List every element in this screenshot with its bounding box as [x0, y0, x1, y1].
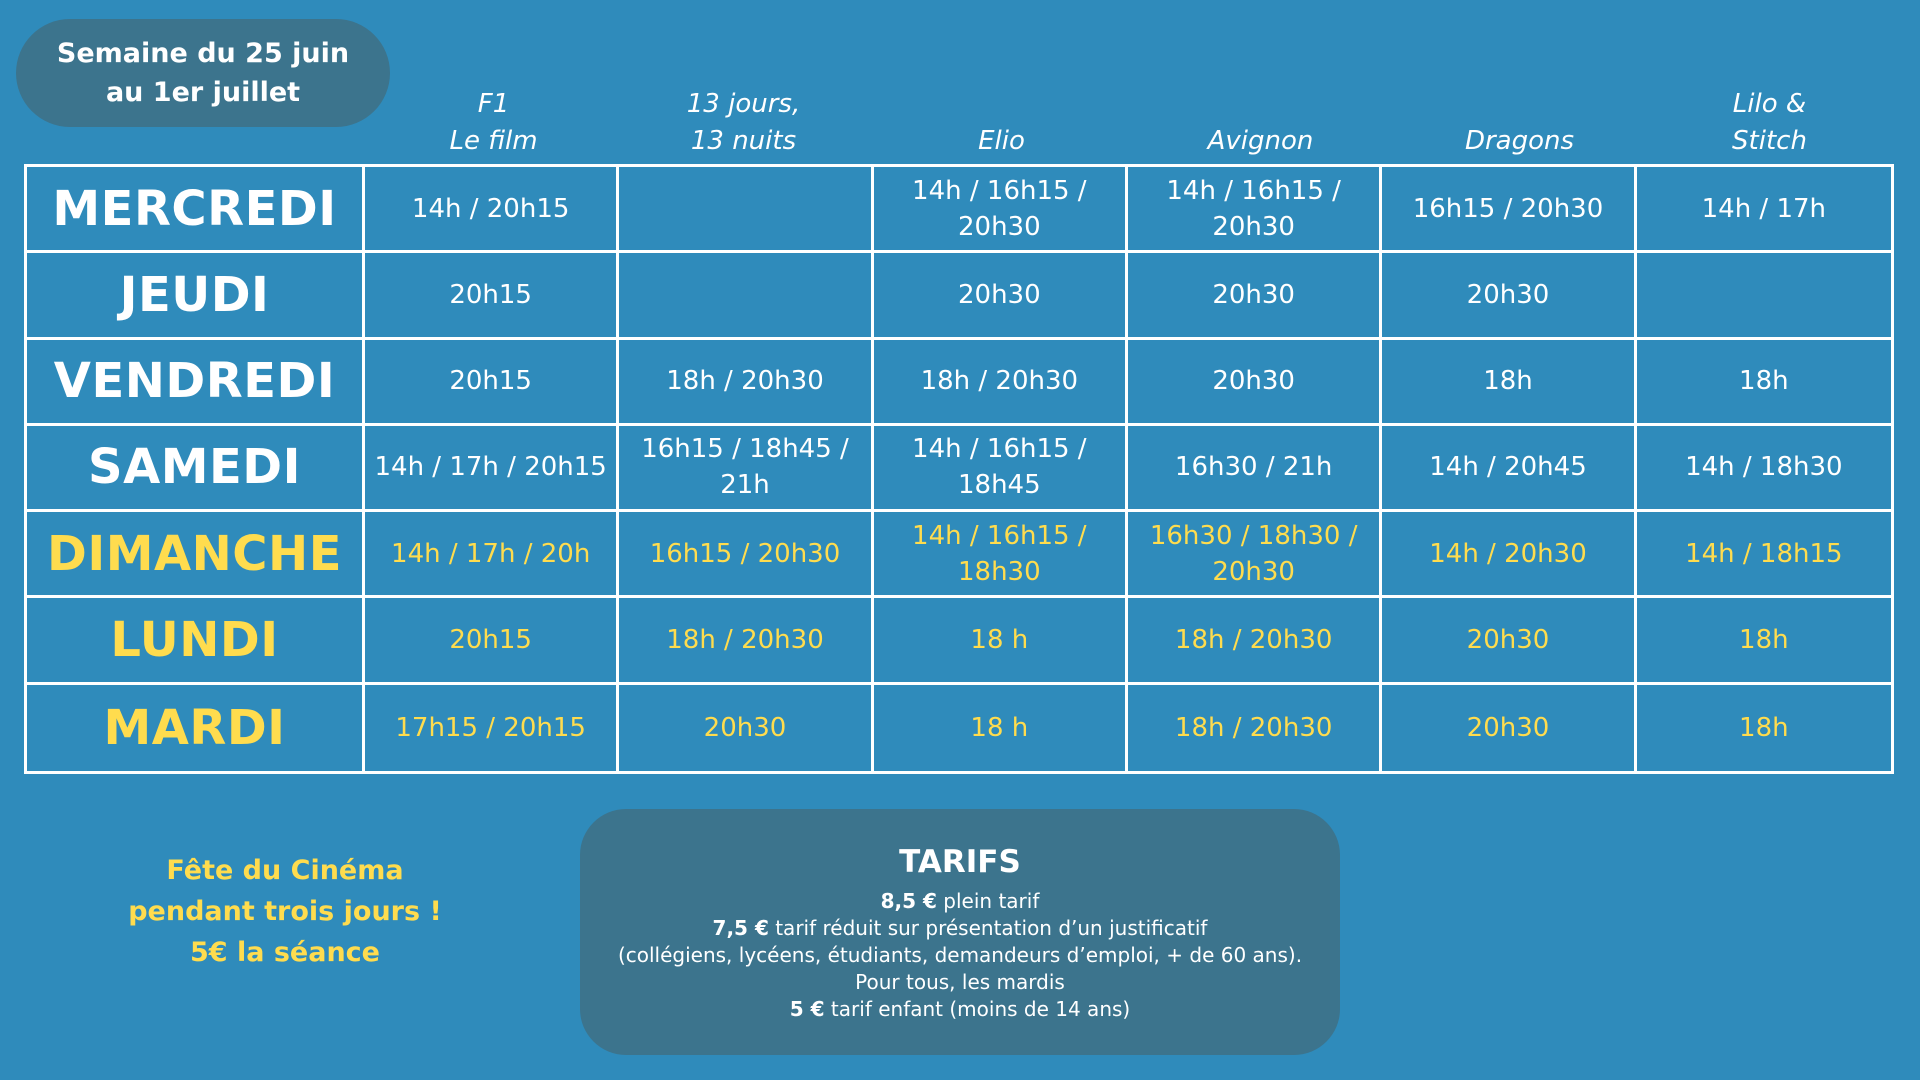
day-label-samedi: SAMEDI	[27, 425, 365, 513]
tarif-plein: 8,5 € plein tarif	[881, 888, 1040, 915]
showtime-cell: 16h30 / 21h	[1127, 425, 1383, 513]
tarif-reduit-price: 7,5 €	[712, 915, 769, 940]
film-header-line-2: Elio	[978, 126, 1025, 156]
tarif-reduit: 7,5 € tarif réduit sur présentation d’un…	[713, 915, 1208, 942]
tarif-enfant: 5 € tarif enfant (moins de 14 ans)	[790, 996, 1130, 1023]
showtime-cell: 14h / 20h15	[365, 167, 620, 254]
showtime-cell: 18 h	[874, 684, 1128, 771]
film-header-line-1: Lilo &	[1732, 89, 1807, 119]
showtime-cell: 20h30	[1127, 253, 1383, 340]
showtime-cell: 16h15 / 20h30	[1382, 167, 1637, 254]
showtime-cell: 16h15 / 20h30	[619, 512, 874, 599]
showtime-cell: 20h15	[365, 598, 620, 685]
showtime-cell: 18h / 20h30	[873, 339, 1128, 426]
showtime-cell: 14h / 18h15	[1636, 512, 1891, 599]
showtime-cell: 14h / 17h / 20h15	[365, 425, 620, 513]
day-label-mardi: MARDI	[27, 684, 365, 771]
film-header-13-jours: 13 jours, 13 nuits	[640, 60, 847, 160]
showtime-cell: 14h / 18h30	[1636, 426, 1891, 513]
fete-line-1: Fête du Cinéma	[166, 855, 404, 886]
tarif-reduit-detail: (collégiens, lycéens, étudiants, demande…	[617, 942, 1303, 994]
showtime-cell: 18h / 20h30	[619, 339, 874, 426]
film-header-line-2: 13 nuits	[690, 126, 797, 156]
showtime-cell: 16h15 / 18h45 / 21h	[619, 425, 874, 513]
fete-du-cinema-notice: Fête du Cinéma pendant trois jours ! 5€ …	[110, 850, 460, 973]
showtime-cell: 14h / 20h30	[1382, 512, 1637, 599]
showtime-cell: 14h / 16h15 / 18h45	[873, 425, 1128, 513]
day-label-vendredi: VENDREDI	[27, 339, 365, 426]
film-header-line-2: Avignon	[1207, 126, 1314, 156]
tarif-plein-price: 8,5 €	[880, 888, 937, 913]
film-header-line-2: Le film	[449, 126, 538, 156]
showtime-cell: 18h / 20h30	[1127, 598, 1383, 685]
film-header-dragons: Dragons	[1416, 60, 1623, 160]
film-header-lilo-stitch: Lilo & Stitch	[1666, 60, 1873, 160]
fete-line-2: pendant trois jours !	[128, 896, 442, 927]
tarif-reduit-text: tarif réduit sur présentation d’un justi…	[768, 915, 1208, 940]
showtime-cell	[619, 253, 874, 340]
showtime-cell: 14h / 17h / 20h	[365, 512, 620, 599]
week-line-2: au 1er juillet	[105, 77, 301, 108]
showtime-cell: 18h	[1636, 340, 1891, 426]
film-header-elio: Elio	[898, 60, 1105, 160]
showtime-cell: 20h15	[365, 253, 620, 340]
showtime-cell: 20h30	[873, 253, 1128, 340]
day-label-jeudi: JEUDI	[27, 253, 365, 340]
showtime-cell	[619, 167, 874, 254]
showtime-cell	[1636, 253, 1891, 340]
showtime-cell: 20h30	[619, 684, 874, 771]
tarifs-panel: TARIFS 8,5 € plein tarif 7,5 € tarif réd…	[580, 809, 1340, 1055]
week-badge: Semaine du 25 juin au 1er juillet	[16, 19, 390, 127]
showtime-cell: 20h15	[365, 339, 620, 426]
film-header-f1: F1 Le film	[390, 60, 597, 160]
day-label-lundi: LUNDI	[27, 598, 365, 685]
film-header-line-2: Dragons	[1464, 126, 1575, 156]
showtime-cell: 18h / 20h30	[619, 598, 874, 685]
showtime-cell: 20h30	[1382, 598, 1637, 685]
week-line-1: Semaine du 25 juin	[56, 38, 350, 69]
film-header-line-1: 13 jours,	[686, 89, 801, 119]
tarif-enfant-text: tarif enfant (moins de 14 ans)	[824, 996, 1131, 1021]
showtime-cell: 18h	[1382, 339, 1637, 426]
showtime-cell: 14h / 20h45	[1382, 425, 1637, 513]
showtime-cell: 20h30	[1127, 339, 1383, 426]
fete-line-3: 5€ la séance	[190, 937, 380, 968]
showtime-cell: 20h30	[1382, 684, 1637, 771]
showtime-cell: 14h / 17h	[1636, 167, 1891, 254]
tarifs-title: TARIFS	[899, 843, 1021, 880]
showtime-cell: 14h / 16h15 / 18h30	[873, 512, 1128, 599]
showtime-cell: 14h / 16h15 / 20h30	[1127, 167, 1383, 254]
film-header-avignon: Avignon	[1157, 60, 1364, 160]
schedule-table: MERCREDI 14h / 20h15 14h / 16h15 / 20h30 14…	[24, 164, 1894, 774]
film-header-line-2: Stitch	[1732, 126, 1807, 156]
day-label-mercredi: MERCREDI	[27, 167, 365, 254]
film-header-line-1: F1	[477, 89, 510, 119]
showtime-cell: 20h30	[1382, 253, 1637, 340]
tarif-enfant-price: 5 €	[789, 996, 825, 1021]
showtime-cell: 18h	[1739, 712, 1789, 743]
showtime-cell: 14h / 16h15 / 20h30	[873, 167, 1128, 254]
showtime-cell: 18h / 20h30	[1128, 684, 1383, 771]
showtime-cell: 16h30 / 18h30 / 20h30	[1127, 512, 1383, 599]
showtime-cell: 17h15 / 20h15	[365, 684, 620, 771]
showtime-cell: 18h	[1636, 598, 1891, 685]
day-label-dimanche: DIMANCHE	[27, 512, 365, 599]
tarif-plein-text: plein tarif	[936, 888, 1040, 913]
showtime-cell: 18 h	[873, 598, 1128, 685]
